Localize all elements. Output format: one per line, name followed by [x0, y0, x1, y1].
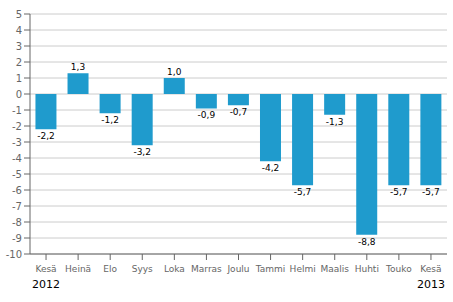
svg-text:-1,3: -1,3 — [326, 117, 344, 127]
svg-text:Kesä: Kesä — [420, 264, 441, 274]
svg-text:-0,9: -0,9 — [198, 110, 216, 120]
svg-text:0: 0 — [16, 89, 22, 100]
svg-text:-1: -1 — [12, 105, 22, 116]
svg-text:Maalis: Maalis — [320, 264, 349, 274]
svg-text:2013: 2013 — [417, 278, 445, 291]
svg-text:1,0: 1,0 — [167, 67, 182, 77]
svg-text:-0,7: -0,7 — [230, 107, 248, 117]
svg-text:2012: 2012 — [32, 278, 60, 291]
svg-text:Tammi: Tammi — [255, 264, 286, 274]
svg-text:2: 2 — [16, 57, 22, 68]
svg-text:-6: -6 — [12, 185, 22, 196]
svg-text:-8,8: -8,8 — [358, 237, 376, 247]
svg-text:-3,2: -3,2 — [133, 147, 151, 157]
svg-text:-3: -3 — [12, 137, 22, 148]
svg-text:Elo: Elo — [103, 264, 117, 274]
svg-text:-2: -2 — [12, 121, 22, 132]
svg-text:-2,2: -2,2 — [37, 131, 55, 141]
svg-text:Heinä: Heinä — [65, 264, 91, 274]
svg-text:-8: -8 — [12, 217, 22, 228]
svg-text:Helmi: Helmi — [290, 264, 316, 274]
svg-text:Kesä: Kesä — [35, 264, 56, 274]
svg-text:-5,7: -5,7 — [390, 187, 408, 197]
svg-text:4: 4 — [16, 25, 22, 36]
svg-text:-5,7: -5,7 — [294, 187, 312, 197]
svg-text:-5: -5 — [12, 169, 22, 180]
svg-text:Marras: Marras — [191, 264, 222, 274]
svg-text:-9: -9 — [12, 233, 22, 244]
svg-text:Huhti: Huhti — [355, 264, 379, 274]
svg-text:Touko: Touko — [385, 264, 412, 274]
svg-text:-10: -10 — [8, 249, 22, 260]
svg-text:-1,2: -1,2 — [101, 115, 119, 125]
svg-text:3: 3 — [16, 41, 22, 52]
svg-text:-4,2: -4,2 — [262, 163, 280, 173]
svg-text:-7: -7 — [12, 201, 22, 212]
svg-text:Loka: Loka — [164, 264, 185, 274]
svg-text:1,3: 1,3 — [71, 62, 85, 72]
svg-text:-5,7: -5,7 — [422, 187, 440, 197]
svg-text:-4: -4 — [12, 153, 22, 164]
svg-text:Joulu: Joulu — [226, 264, 249, 274]
svg-text:1: 1 — [16, 73, 22, 84]
svg-text:5: 5 — [16, 9, 22, 20]
svg-text:Syys: Syys — [132, 264, 153, 274]
